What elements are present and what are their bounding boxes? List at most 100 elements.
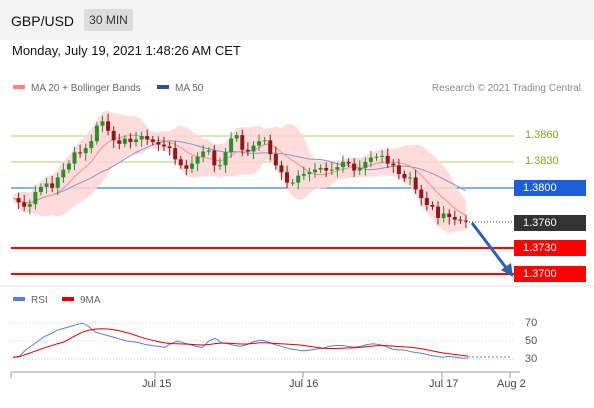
candle-body	[27, 204, 32, 207]
candle-body	[134, 139, 139, 143]
candle-body	[307, 172, 312, 174]
candle-body	[212, 150, 217, 166]
candle-body	[408, 177, 413, 179]
candle-body	[38, 186, 43, 193]
candle-body	[357, 167, 362, 171]
candle-body	[83, 148, 88, 154]
candle-body	[206, 150, 211, 152]
candle-body	[441, 213, 446, 218]
candle-body	[296, 175, 301, 183]
legend-rsi-ma: 9MA	[62, 295, 101, 306]
candle-body	[402, 173, 407, 179]
rsi-ma-swatch	[62, 297, 74, 302]
candle-body	[447, 213, 452, 218]
candle-body	[184, 165, 189, 169]
candles	[16, 113, 468, 228]
candle-body	[340, 161, 345, 168]
ma20-line	[12, 134, 467, 216]
forecast-arrow-head	[501, 263, 513, 277]
candle-body	[352, 163, 357, 171]
level-tag-1-3730: 1.3730	[514, 240, 586, 256]
timeframe-badge[interactable]: 30 MIN	[84, 9, 133, 31]
candle-body	[217, 165, 222, 167]
candle-body	[55, 177, 60, 188]
candle-body	[178, 159, 183, 166]
candle-body	[66, 163, 71, 170]
candle-body	[167, 146, 172, 149]
candle-body	[413, 177, 418, 190]
timestamp: Monday, July 19, 2021 1:48:26 AM CET	[12, 43, 241, 58]
candle-body	[111, 130, 116, 141]
candle-body	[262, 140, 267, 142]
candle-body	[128, 138, 133, 143]
candle-body	[396, 165, 401, 174]
x-label-jul16: Jul 16	[289, 378, 319, 390]
candle-body	[374, 156, 379, 158]
candle-body	[122, 138, 127, 144]
candle-body	[368, 157, 373, 162]
candle-body	[279, 165, 284, 173]
candle-body	[240, 135, 245, 150]
ma20-label: MA 20 + Bollinger Bands	[31, 83, 141, 94]
candle-body	[189, 163, 194, 169]
candle-body	[430, 205, 435, 207]
candle-body	[145, 136, 150, 140]
level-tag-1-3800: 1.3800	[514, 180, 586, 196]
rsi-level-30: 30	[525, 353, 538, 365]
rsi-level-50: 50	[525, 335, 538, 347]
candle-body	[223, 152, 228, 166]
legend-ma50: MA 50	[157, 83, 203, 94]
ma50-swatch	[157, 85, 169, 90]
candle-body	[363, 161, 368, 168]
candle-body	[464, 220, 468, 222]
rsi-swatch	[13, 297, 25, 302]
candle-body	[156, 142, 161, 145]
candle-body	[150, 139, 155, 143]
candle-body	[318, 167, 323, 170]
level-label-1-3830: 1.3830	[525, 155, 559, 167]
candle-body	[22, 202, 27, 207]
candle-body	[290, 182, 295, 184]
legend-rsi: RSI	[13, 295, 48, 306]
candle-body	[229, 138, 234, 153]
research-credit: Research © 2021 Trading Central	[431, 83, 581, 94]
rsi-ma-label: 9MA	[80, 295, 101, 306]
candle-body	[162, 144, 166, 147]
ma20-swatch	[13, 85, 25, 90]
currency-pair: GBP/USD	[11, 13, 75, 29]
candle-body	[391, 163, 396, 166]
candle-body	[452, 217, 457, 220]
candle-body	[106, 121, 111, 131]
candle-body	[245, 149, 250, 152]
ma50-label: MA 50	[175, 83, 204, 94]
candle-body	[458, 219, 463, 221]
candle-body	[301, 173, 306, 176]
candle-body	[117, 140, 122, 144]
level-label-1-3860: 1.3860	[525, 129, 559, 141]
candle-body	[257, 141, 262, 146]
candle-body	[94, 125, 99, 142]
rsi-label: RSI	[31, 295, 48, 306]
candle-body	[313, 169, 317, 173]
candle-body	[61, 169, 66, 178]
level-tag-1-3760: 1.3760	[514, 215, 586, 231]
candle-body	[335, 167, 340, 170]
candle-body	[50, 183, 55, 188]
candle-body	[44, 183, 49, 187]
candle-body	[72, 152, 77, 164]
candle-body	[173, 148, 178, 160]
candle-body	[201, 151, 206, 157]
candle-body	[268, 140, 273, 155]
level-tag-1-3700: 1.3700	[514, 266, 586, 282]
forecast-arrow-shaft	[470, 222, 509, 270]
candle-body	[346, 161, 351, 164]
rsi-level-70: 70	[525, 317, 538, 329]
candle-body	[251, 145, 256, 152]
candle-body	[78, 152, 83, 154]
candle-body	[139, 136, 144, 140]
rsi-ma-line	[12, 328, 469, 358]
candle-body	[16, 198, 21, 203]
x-label-aug2: Aug 2	[497, 378, 526, 390]
candle-body	[385, 155, 390, 164]
